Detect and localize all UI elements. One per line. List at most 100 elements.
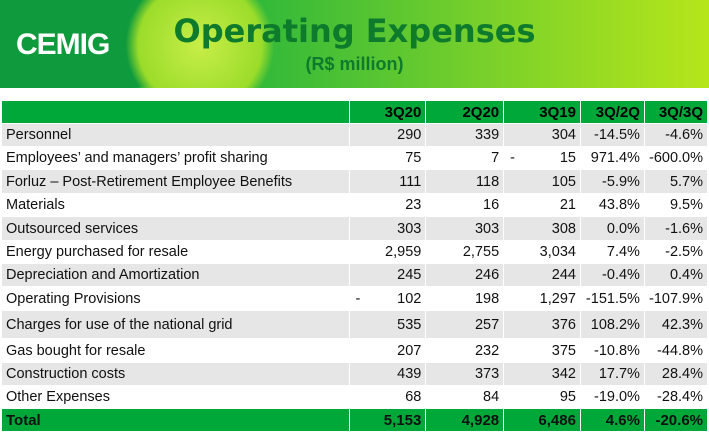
- cell-v2q20: 246: [425, 263, 505, 287]
- cell-value: 23: [405, 197, 422, 213]
- cell-v3q20: 535: [348, 310, 427, 339]
- column-header-2q20: 2Q20: [425, 100, 505, 124]
- column-header-3q-2q: 3Q/2Q: [579, 100, 645, 124]
- cell-value: 308: [551, 220, 576, 237]
- cell-v3q20: 207: [348, 338, 427, 363]
- cell-qq: -151.5%: [579, 286, 645, 311]
- row-label: Employees’ and managers’ profit sharing: [1, 146, 350, 170]
- cell-qq: 43.8%: [579, 193, 645, 217]
- cell-value: 207: [397, 342, 422, 359]
- cell-value: 303: [397, 220, 422, 237]
- dash-marker: -: [510, 150, 515, 166]
- cell-yy: -4.6%: [643, 123, 709, 147]
- page-subtitle: (R$ million): [305, 54, 404, 74]
- operating-expenses-table: 3Q20 2Q20 3Q19 3Q/2Q 3Q/3Q Personnel 290 3…: [1, 100, 709, 432]
- cell-v3q19: 1,297: [503, 286, 581, 311]
- row-label: Outsourced services: [1, 216, 350, 241]
- cell-value: -10.8%: [593, 342, 640, 359]
- cell-value: 2,959: [385, 244, 422, 260]
- cell-v3q19: 21: [503, 193, 581, 217]
- cell-value: 245: [397, 267, 422, 283]
- cell-yy: 5.7%: [643, 169, 709, 194]
- cell-value: -107.9%: [648, 290, 703, 307]
- cell-value: 102: [397, 290, 422, 307]
- cell-value: 376: [551, 316, 576, 333]
- cell-qq: 971.4%: [579, 146, 645, 170]
- cell-value: -600.0%: [648, 150, 703, 166]
- row-label: Gas bought for resale: [1, 338, 350, 363]
- cell-yy: 42.3%: [643, 310, 709, 339]
- cell-value: 373: [474, 366, 500, 382]
- row-label: Charges for use of the national grid: [1, 310, 350, 339]
- cell-qq: -5.9%: [579, 169, 645, 194]
- column-header-3q-3q: 3Q/3Q: [643, 100, 709, 124]
- cell-value: 304: [551, 127, 576, 143]
- cell-v3q20: 23: [348, 193, 427, 217]
- cell-value: 375: [551, 342, 576, 359]
- cell-value: 68: [405, 389, 422, 405]
- cell-value: 15: [559, 150, 576, 166]
- cell-v3q20: 439: [348, 362, 427, 386]
- cell-value: 0.0%: [606, 220, 640, 237]
- cell-v2q20: 373: [425, 362, 505, 386]
- row-label: Personnel: [1, 123, 350, 147]
- dash-marker: -: [355, 290, 361, 307]
- cell-value: 290: [397, 127, 422, 143]
- cemig-logo: CEMIG: [16, 28, 110, 61]
- cell-yy: -600.0%: [643, 146, 709, 170]
- cell-qq: 17.7%: [579, 362, 645, 386]
- table-row: Materials 23 16 21 43.8% 9.5%: [1, 193, 709, 217]
- cell-value: -0.4%: [602, 267, 640, 283]
- cell-v2q20: 2,755: [425, 240, 505, 264]
- total-row: Total 5,153 4,928 6,486 4.6% -20.6%: [1, 408, 709, 432]
- cell-value: -28.4%: [657, 389, 703, 405]
- cell-value: 2,755: [462, 244, 500, 260]
- cell-v3q19: 244: [503, 263, 581, 287]
- row-label: Depreciation and Amortization: [1, 263, 350, 287]
- table-row: Outsourced services 303 303 308 0.0% -1.6%: [1, 216, 709, 241]
- cell-value: 28.4%: [661, 366, 703, 382]
- cell-value: 535: [397, 316, 422, 333]
- cell-v3q19: - 15: [503, 146, 581, 170]
- cell-value: 5.7%: [669, 173, 703, 190]
- total-yy: -20.6%: [643, 408, 709, 432]
- cell-value: 105: [551, 173, 576, 190]
- cell-value: 0.4%: [669, 267, 703, 283]
- row-label: Energy purchased for resale: [1, 240, 350, 264]
- total-v2q20: 4,928: [425, 408, 505, 432]
- table-row: Energy purchased for resale 2,959 2,755 3,0…: [1, 240, 709, 264]
- cell-value: -4.6%: [665, 127, 703, 143]
- cell-v3q19: 375: [503, 338, 581, 363]
- cell-v3q19: 304: [503, 123, 581, 147]
- cell-value: -5.9%: [602, 173, 640, 190]
- cell-v3q19: 95: [503, 385, 581, 409]
- cell-v2q20: 198: [425, 286, 505, 311]
- table-row: Operating Provisions -102 198 1,297 -151.5% -…: [1, 286, 709, 311]
- cell-v3q20: 303: [348, 216, 427, 241]
- table-row: Personnel 290 339 304 -14.5% -4.6%: [1, 123, 709, 147]
- cell-value: -19.0%: [593, 389, 640, 405]
- total-v3q20: 5,153: [348, 408, 427, 432]
- cell-value: 95: [559, 389, 576, 405]
- cell-value: 42.3%: [661, 316, 703, 333]
- cell-value: 246: [474, 267, 500, 283]
- cell-yy: -44.8%: [643, 338, 709, 363]
- cell-v2q20: 257: [425, 310, 505, 339]
- cell-v3q19: 376: [503, 310, 581, 339]
- total-qq: 4.6%: [579, 408, 645, 432]
- cell-value: 198: [474, 290, 500, 307]
- header-banner: CEMIG Operating Expenses (R$ million): [0, 0, 709, 88]
- cell-v2q20: 16: [425, 193, 505, 217]
- cell-qq: 108.2%: [579, 310, 645, 339]
- cell-yy: 28.4%: [643, 362, 709, 386]
- table-row: Gas bought for resale 207 232 375 -10.8% -44.…: [1, 338, 709, 363]
- table-header-row: 3Q20 2Q20 3Q19 3Q/2Q 3Q/3Q: [1, 100, 709, 124]
- row-label: Forluz – Post-Retirement Employee Benefi…: [1, 169, 350, 194]
- cell-v3q19: 308: [503, 216, 581, 241]
- cell-yy: 0.4%: [643, 263, 709, 287]
- cell-qq: -19.0%: [579, 385, 645, 409]
- cell-qq: -14.5%: [579, 123, 645, 147]
- cell-v2q20: 303: [425, 216, 505, 241]
- cell-value: 232: [474, 342, 500, 359]
- table-row: Depreciation and Amortization 245 246 244 -0…: [1, 263, 709, 287]
